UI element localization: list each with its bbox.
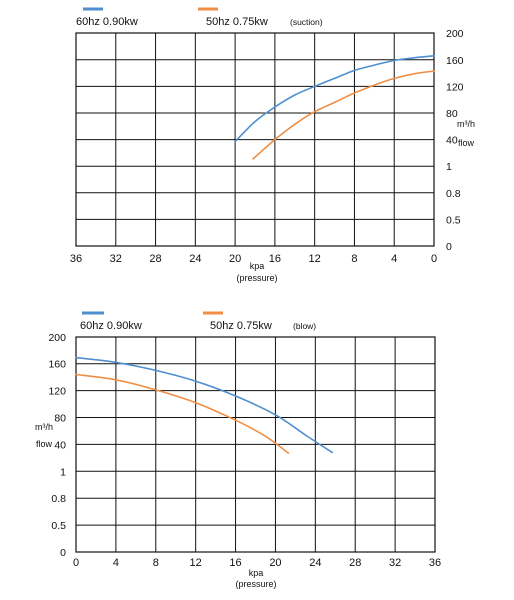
y-tick-label: 0 [446, 241, 452, 253]
y-axis-sublabel: flow [36, 439, 53, 449]
y-tick-label: 40 [54, 439, 66, 451]
y-tick-label: 1 [60, 466, 66, 478]
tick-labels: 0 4 8 12 16 20 24 28 32 36 0 0.5 0.8 1 40 80 120 160 200 [48, 332, 441, 569]
legend-label-50hz: 50hz 0.75kw [206, 16, 268, 28]
legend-label-60hz: 60hz 0.90kw [76, 16, 138, 28]
x-axis-label: kpa [250, 261, 265, 271]
x-tick-label: 28 [149, 253, 161, 265]
series-line-60hz [234, 55, 435, 143]
y-axis-label: m³/h [457, 119, 475, 129]
x-tick-label: 8 [351, 253, 357, 265]
x-tick-label: 16 [229, 557, 241, 569]
legend-label-50hz: 50hz 0.75kw [210, 320, 272, 332]
x-tick-label: 12 [190, 557, 202, 569]
series-lines [234, 55, 435, 160]
chart-annotation-suction: (suction) [290, 17, 323, 27]
y-tick-label: 200 [48, 332, 66, 344]
blow-legend: 60hz 0.90kw 50hz 0.75kw (blow) [80, 311, 316, 332]
y-tick-label: 80 [446, 108, 458, 120]
gridlines [76, 337, 435, 552]
y-tick-label: 120 [446, 81, 464, 93]
y-tick-label: 120 [48, 386, 66, 398]
x-tick-label: 0 [73, 557, 79, 569]
suction-chart: 60hz 0.90kw 50hz 0.75kw (suction) 36 32 28… [70, 7, 475, 283]
y-tick-label: 0.5 [51, 520, 66, 532]
series-line-60hz [75, 356, 334, 454]
x-axis-sublabel: (pressure) [235, 579, 276, 589]
y-tick-label: 0.5 [446, 214, 461, 226]
x-tick-label: 20 [229, 253, 241, 265]
y-axis-label: m³/h [35, 422, 53, 432]
suction-legend: 60hz 0.90kw 50hz 0.75kw (suction) [76, 7, 323, 28]
y-tick-label: 160 [48, 359, 66, 371]
blow-chart: 60hz 0.90kw 50hz 0.75kw (blow) 0 4 8 12 16 20… [35, 311, 441, 589]
x-tick-label: 16 [269, 253, 281, 265]
x-tick-label: 28 [349, 557, 361, 569]
x-tick-label: 24 [309, 557, 321, 569]
legend-label-60hz: 60hz 0.90kw [80, 320, 142, 332]
x-tick-label: 4 [113, 557, 119, 569]
x-axis-sublabel: (pressure) [236, 273, 277, 283]
x-tick-label: 12 [309, 253, 321, 265]
series-line-50hz [75, 373, 290, 454]
x-tick-label: 24 [189, 253, 201, 265]
x-tick-label: 36 [429, 557, 441, 569]
series-lines [75, 356, 334, 454]
y-tick-label: 0.8 [446, 188, 461, 200]
x-axis-label: kpa [249, 568, 264, 578]
x-tick-label: 8 [153, 557, 159, 569]
y-tick-label: 0.8 [51, 493, 66, 505]
y-tick-label: 80 [54, 413, 66, 425]
y-tick-label: 200 [446, 28, 464, 40]
gridlines [76, 33, 434, 246]
chart-annotation-blow: (blow) [293, 321, 316, 331]
x-tick-label: 36 [70, 253, 82, 265]
series-line-50hz [252, 70, 435, 160]
x-tick-label: 20 [269, 557, 281, 569]
x-tick-label: 4 [391, 253, 397, 265]
y-tick-label: 40 [446, 135, 458, 147]
x-tick-label: 32 [110, 253, 122, 265]
y-tick-label: 0 [60, 547, 66, 559]
y-tick-label: 160 [446, 55, 464, 67]
x-tick-label: 32 [389, 557, 401, 569]
y-tick-label: 1 [446, 161, 452, 173]
y-axis-sublabel: flow [458, 138, 475, 148]
x-tick-label: 0 [431, 253, 437, 265]
